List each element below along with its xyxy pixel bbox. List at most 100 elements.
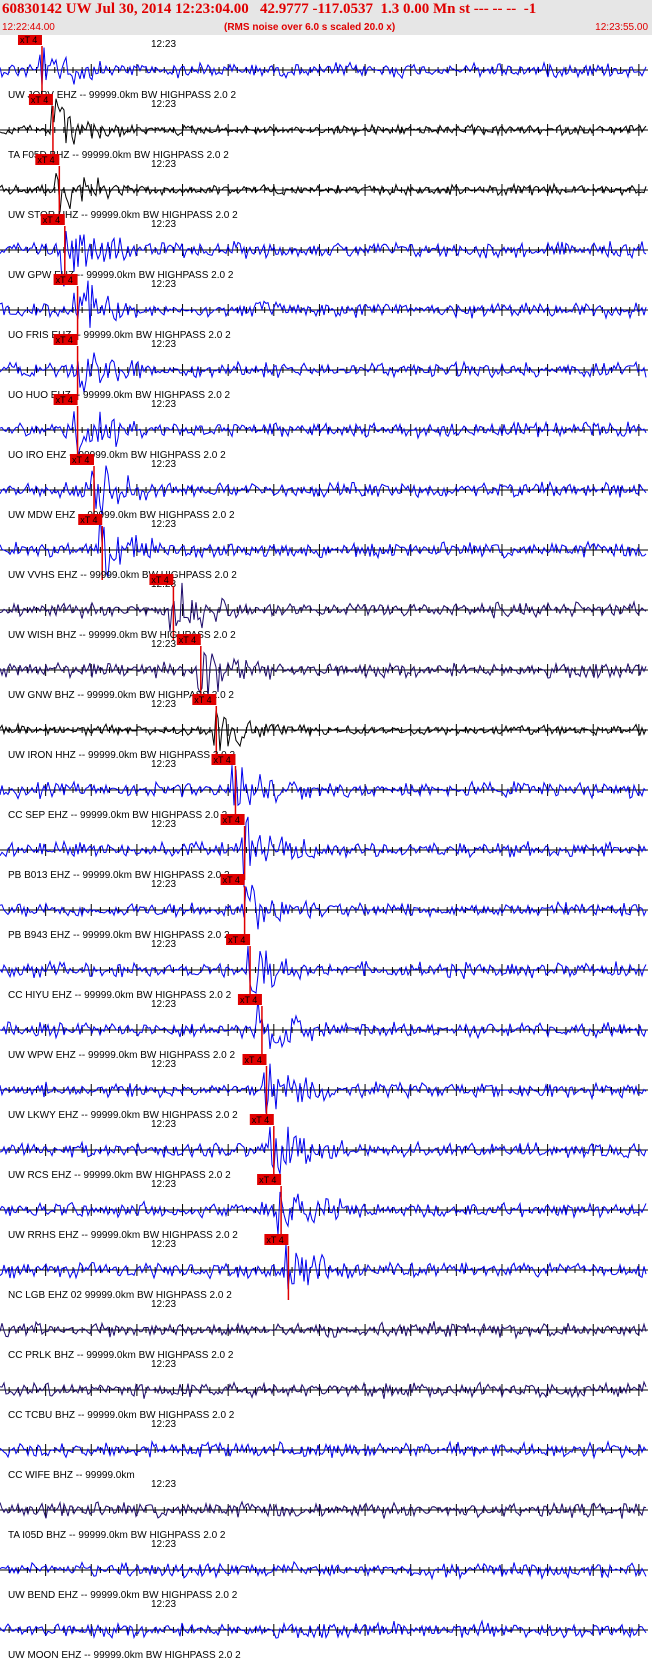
start-time: 12:22:44.00 xyxy=(2,22,55,33)
waveform-trace xyxy=(0,1320,647,1340)
pick-flag-label: xT 4 xyxy=(72,455,89,465)
channel-label: TA F05D BHZ -- 99999.0km BW HIGHPASS 2.0… xyxy=(8,150,229,161)
time-tick-label: 12:23 xyxy=(151,819,176,830)
pick-flag-label: xT 4 xyxy=(259,1175,276,1185)
time-tick-label: 12:23 xyxy=(151,219,176,230)
time-tick-label: 12:23 xyxy=(151,39,176,50)
channel-label: UO IRO EHZ -- 99999.0km BW HIGHPASS 2.0 … xyxy=(8,450,226,461)
pick-flag-label: xT 4 xyxy=(56,275,73,285)
pick-flag-label: xT 4 xyxy=(37,155,54,165)
pick-flag xyxy=(237,994,262,1005)
pick-flag-label: xT 4 xyxy=(245,1055,262,1065)
pick-flag xyxy=(192,694,217,705)
time-tick-label: 12:23 xyxy=(151,519,176,530)
pick-flag-label: xT 4 xyxy=(213,755,230,765)
pick-flag-label: xT 4 xyxy=(228,935,245,945)
time-tick-label: 12:23 xyxy=(151,399,176,410)
pick-flag-label: xT 4 xyxy=(252,1115,269,1125)
noise-note: (RMS noise over 6.0 s scaled 20.0 x) xyxy=(224,22,396,33)
channel-label: UW GPW EHZ -- 99999.0km BW HIGHPASS 2.0 … xyxy=(8,270,234,281)
pick-flag xyxy=(264,1234,289,1245)
pick-flag-label: xT 4 xyxy=(20,35,37,45)
channel-label: UW LKWY EHZ -- 99999.0km BW HIGHPASS 2.0… xyxy=(8,1110,238,1121)
pick-flag-label: xT 4 xyxy=(151,575,168,585)
waveform-trace xyxy=(0,352,647,393)
pick-flag-label: xT 4 xyxy=(223,875,240,885)
time-tick-label: 12:23 xyxy=(151,1119,176,1130)
pick-flag xyxy=(17,35,42,45)
channel-label: UW RRHS EHZ -- 99999.0km BW HIGHPASS 2.0… xyxy=(8,1230,238,1241)
waveform-trace xyxy=(0,998,647,1049)
pick-flag xyxy=(211,754,236,765)
waveform-trace xyxy=(0,1126,647,1175)
waveform-trace xyxy=(0,582,647,633)
pick-flag xyxy=(220,874,245,885)
time-tick-label: 12:23 xyxy=(151,879,176,890)
channel-label: UW WPW EHZ -- 99999.0km BW HIGHPASS 2.0 … xyxy=(8,1050,236,1061)
waveform-trace xyxy=(0,765,647,807)
waveform-trace xyxy=(0,1560,647,1581)
time-tick-label: 12:23 xyxy=(151,339,176,350)
pick-flag xyxy=(257,1174,282,1185)
time-tick-label: 12:23 xyxy=(151,159,176,170)
time-tick-label: 12:23 xyxy=(151,1419,176,1430)
time-tick-label: 12:23 xyxy=(151,699,176,710)
channel-label: CC PRLK BHZ -- 99999.0km BW HIGHPASS 2.0… xyxy=(8,1350,234,1361)
pick-flag xyxy=(249,1114,274,1125)
time-tick-label: 12:23 xyxy=(151,1599,176,1610)
pick-flag xyxy=(28,94,53,105)
waveform-trace xyxy=(0,816,647,888)
time-tick-label: 12:23 xyxy=(151,459,176,470)
seismogram-plot: 12:23 xT 4 UW JORV EHZ -- 99999.0km BW HIG… xyxy=(0,35,648,1658)
waveform-trace xyxy=(0,1439,647,1460)
waveform-trace xyxy=(0,513,647,579)
channel-label: CC WIFE BHZ -- 99999.0km xyxy=(8,1470,135,1481)
pick-flag xyxy=(78,514,103,525)
header-bar: 60830142 UW Jul 30, 2014 12:23:04.00 42.… xyxy=(0,0,652,35)
channel-label: UW JORV EHZ -- 99999.0km BW HIGHPASS 2.0… xyxy=(8,90,236,101)
channel-label: UO FRIS EHZ -- 99999.0km BW HIGHPASS 2.0… xyxy=(8,330,231,341)
pick-flag xyxy=(40,214,65,225)
time-tick-label: 12:23 xyxy=(151,1179,176,1190)
waveform-trace xyxy=(0,280,647,328)
channel-label: UW MOON EHZ -- 99999.0km BW HIGHPASS 2.0… xyxy=(8,1650,241,1658)
time-tick-label: 12:23 xyxy=(151,1239,176,1250)
channel-label: PB B013 EHZ -- 99999.0km BW HIGHPASS 2.0… xyxy=(8,870,230,881)
pick-flag xyxy=(149,574,174,585)
pick-flag-label: xT 4 xyxy=(194,695,211,705)
time-tick-label: 12:23 xyxy=(151,759,176,770)
waveform-trace xyxy=(0,1243,647,1290)
time-tick-label: 12:23 xyxy=(151,999,176,1010)
waveform-trace xyxy=(0,945,647,995)
waveform-trace xyxy=(0,1191,647,1235)
waveform-trace xyxy=(0,47,647,86)
waveform-trace xyxy=(0,411,647,457)
channel-label: CC TCBU BHZ -- 99999.0km BW HIGHPASS 2.0… xyxy=(8,1410,235,1421)
waveform-trace xyxy=(0,710,647,751)
channel-label: PB B943 EHZ -- 99999.0km BW HIGHPASS 2.0… xyxy=(8,930,230,941)
pick-flag xyxy=(226,934,251,945)
waveform-trace xyxy=(0,1380,647,1399)
pick-flag xyxy=(70,454,95,465)
channel-label: UW WISH BHZ -- 99999.0km BW HIGHPASS 2.0… xyxy=(8,630,236,641)
pick-flag-label: xT 4 xyxy=(56,395,73,405)
channel-label: UW MDW EHZ -- 99999.0km BW HIGHPASS 2.0 … xyxy=(8,510,235,521)
pick-flag xyxy=(53,334,78,345)
pick-flag xyxy=(176,634,201,645)
time-tick-label: 12:23 xyxy=(151,1299,176,1310)
channel-label: CC HIYU EHZ -- 99999.0km BW HIGHPASS 2.0… xyxy=(8,990,232,1001)
pick-flag xyxy=(220,814,245,825)
time-tick-label: 12:23 xyxy=(151,1479,176,1490)
time-tick-label: 12:23 xyxy=(151,279,176,290)
waveform-trace xyxy=(0,173,647,213)
waveform-trace xyxy=(0,1619,647,1640)
pick-flag-label: xT 4 xyxy=(179,635,196,645)
channel-label: UW RCS EHZ -- 99999.0km BW HIGHPASS 2.0 … xyxy=(8,1170,231,1181)
channel-label: UW IRON HHZ -- 99999.0km BW HIGHPASS 2.0… xyxy=(8,750,236,761)
waveform-trace xyxy=(0,651,647,698)
channel-label: CC SEP EHZ -- 99999.0km BW HIGHPASS 2.0 … xyxy=(8,810,228,821)
pick-flag-label: xT 4 xyxy=(240,995,257,1005)
pick-flag xyxy=(53,394,78,405)
channel-label: UW BEND EHZ -- 99999.0km BW HIGHPASS 2.0… xyxy=(8,1590,238,1601)
pick-flag-label: xT 4 xyxy=(266,1235,283,1245)
